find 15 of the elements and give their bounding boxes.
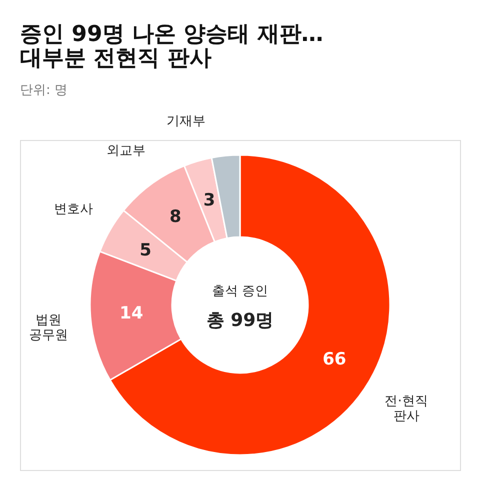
slice-label: 전·현직 판사 xyxy=(384,394,428,424)
text: 출석 증인 xyxy=(212,284,268,299)
text: 총 99명 xyxy=(206,310,274,331)
slice-label: 기재부 xyxy=(166,114,206,129)
data-label: 5 xyxy=(140,240,152,260)
text: 대부분 전현직 판사 xyxy=(20,46,212,71)
text: 증인 99명 나온 양승태 재판… xyxy=(20,22,324,47)
slice-label: 변호사 xyxy=(54,202,94,217)
chart-subtitle: 단위: 명 xyxy=(20,82,68,98)
slice-label: 외교부 xyxy=(106,143,146,158)
data-label: 66 xyxy=(322,350,346,370)
data-label: 3 xyxy=(203,190,216,210)
slice-label: 법원 공무원 xyxy=(29,313,68,344)
data-label: 14 xyxy=(120,304,144,324)
data-label: 8 xyxy=(169,207,182,228)
